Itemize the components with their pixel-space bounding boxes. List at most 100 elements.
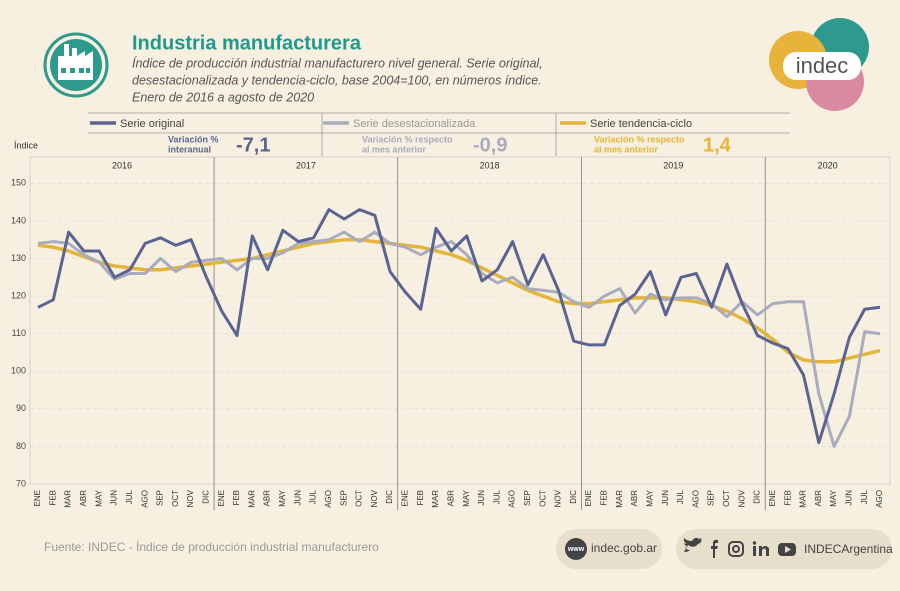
x-tick-label: AGO [508, 490, 517, 508]
x-tick-label: ABR [630, 490, 639, 507]
stat-label: al mes anterior [594, 144, 659, 154]
x-tick-label: AGO [691, 490, 700, 508]
linkedin-icon[interactable] [753, 546, 756, 556]
x-tick-label: SEP [707, 490, 716, 506]
x-tick-label: MAY [645, 489, 654, 506]
y-axis-label: Índice [14, 140, 38, 150]
subtitle-line: Enero de 2016 a agosto de 2020 [132, 90, 314, 104]
x-tick-label: JUN [110, 490, 119, 506]
x-tick-label: MAY [462, 489, 471, 506]
title: Industria manufacturera [132, 32, 362, 54]
x-tick-label: FEB [600, 490, 609, 506]
stat-label: Variación % [168, 134, 219, 144]
x-tick-label: JUL [125, 489, 134, 504]
x-tick-label: MAY [829, 489, 838, 506]
x-tick-label: ENE [33, 490, 42, 506]
x-tick-label: FEB [783, 490, 792, 506]
x-tick-label: JUL [492, 489, 501, 504]
x-tick-label: OCT [171, 490, 180, 507]
y-tick-label: 140 [11, 215, 26, 225]
series-line [37, 237, 881, 364]
y-tick-label: 120 [11, 290, 26, 300]
x-tick-label: ABR [446, 490, 455, 507]
x-tick-label: MAR [64, 490, 73, 508]
www-badge [565, 538, 587, 560]
x-tick-label: OCT [722, 490, 731, 507]
x-tick-label: ENE [584, 490, 593, 506]
year-label: 2018 [480, 160, 500, 170]
subtitle-line: Índice de producción industrial manufact… [132, 55, 543, 70]
x-tick-label: JUL [860, 489, 869, 504]
x-tick-label: MAR [615, 490, 624, 508]
stat-value: -7,1 [236, 134, 270, 156]
x-tick-label: ENE [768, 490, 777, 506]
facebook-icon[interactable] [711, 539, 718, 558]
y-tick-label: 80 [16, 441, 26, 451]
legend-label: Serie original [120, 118, 184, 130]
x-tick-label: AGO [875, 490, 884, 508]
x-tick-label: ENE [401, 490, 410, 506]
x-tick-label: JUL [309, 489, 318, 504]
series-line [37, 230, 881, 448]
legend-label: Serie tendencia-ciclo [590, 118, 692, 130]
stat-value: 1,4 [703, 134, 732, 156]
x-tick-label: AGO [324, 490, 333, 508]
x-tick-label: DIC [569, 490, 578, 504]
x-tick-label: FEB [416, 490, 425, 506]
www-text: www [567, 546, 585, 553]
site-text[interactable]: indec.gob.ar [591, 541, 657, 555]
stat-label: al mes anterior [362, 144, 427, 154]
series-line [37, 208, 881, 445]
legend-label: Serie desestacionalizada [353, 118, 476, 130]
x-tick-label: AGO [140, 490, 149, 508]
x-tick-label: MAR [799, 490, 808, 508]
y-tick-label: 90 [16, 403, 26, 413]
x-tick-label: ENE [217, 490, 226, 506]
x-tick-label: FEB [48, 490, 57, 506]
x-tick-label: NOV [554, 489, 563, 507]
y-tick-label: 130 [11, 253, 26, 263]
x-tick-label: ABR [79, 490, 88, 507]
x-tick-label: SEP [523, 490, 532, 506]
stat-label: Variación % respecto [594, 134, 685, 144]
x-tick-label: FEB [232, 490, 241, 506]
x-tick-label: JUN [477, 490, 486, 506]
x-tick-label: DIC [202, 490, 211, 504]
x-tick-label: DIC [753, 490, 762, 504]
stat-value: -0,9 [473, 134, 507, 156]
x-tick-label: JUL [676, 489, 685, 504]
x-tick-label: MAY [94, 489, 103, 506]
x-tick-label: MAR [431, 490, 440, 508]
year-label: 2016 [112, 160, 132, 170]
x-tick-label: SEP [339, 490, 348, 506]
x-tick-label: OCT [538, 490, 547, 507]
year-label: 2019 [663, 160, 683, 170]
stat-label: interanual [168, 144, 211, 154]
twitter-icon[interactable] [683, 537, 702, 552]
x-tick-label: NOV [737, 489, 746, 507]
subtitle-line: desestacionalizada y tendencia-ciclo, ba… [132, 73, 542, 87]
site-pill[interactable] [556, 529, 662, 569]
x-tick-label: NOV [186, 489, 195, 507]
x-tick-label: OCT [355, 490, 364, 507]
y-tick-label: 100 [11, 366, 26, 376]
year-label: 2017 [296, 160, 316, 170]
y-tick-label: 150 [11, 178, 26, 188]
x-tick-label: ABR [263, 490, 272, 507]
x-tick-label: ABR [814, 490, 823, 507]
x-tick-label: JUN [293, 490, 302, 506]
year-label: 2020 [818, 160, 838, 170]
instagram-icon[interactable] [728, 541, 744, 557]
y-tick-label: 110 [12, 328, 26, 338]
social-icons [683, 537, 796, 558]
factory-icon [43, 32, 109, 98]
source: Fuente: INDEC - Índice de producción ind… [44, 539, 379, 554]
x-tick-label: MAR [247, 490, 256, 508]
social-handle[interactable]: INDECArgentina [804, 542, 893, 556]
x-tick-label: SEP [156, 490, 165, 506]
x-tick-label: NOV [370, 489, 379, 507]
x-tick-label: MAY [278, 489, 287, 506]
